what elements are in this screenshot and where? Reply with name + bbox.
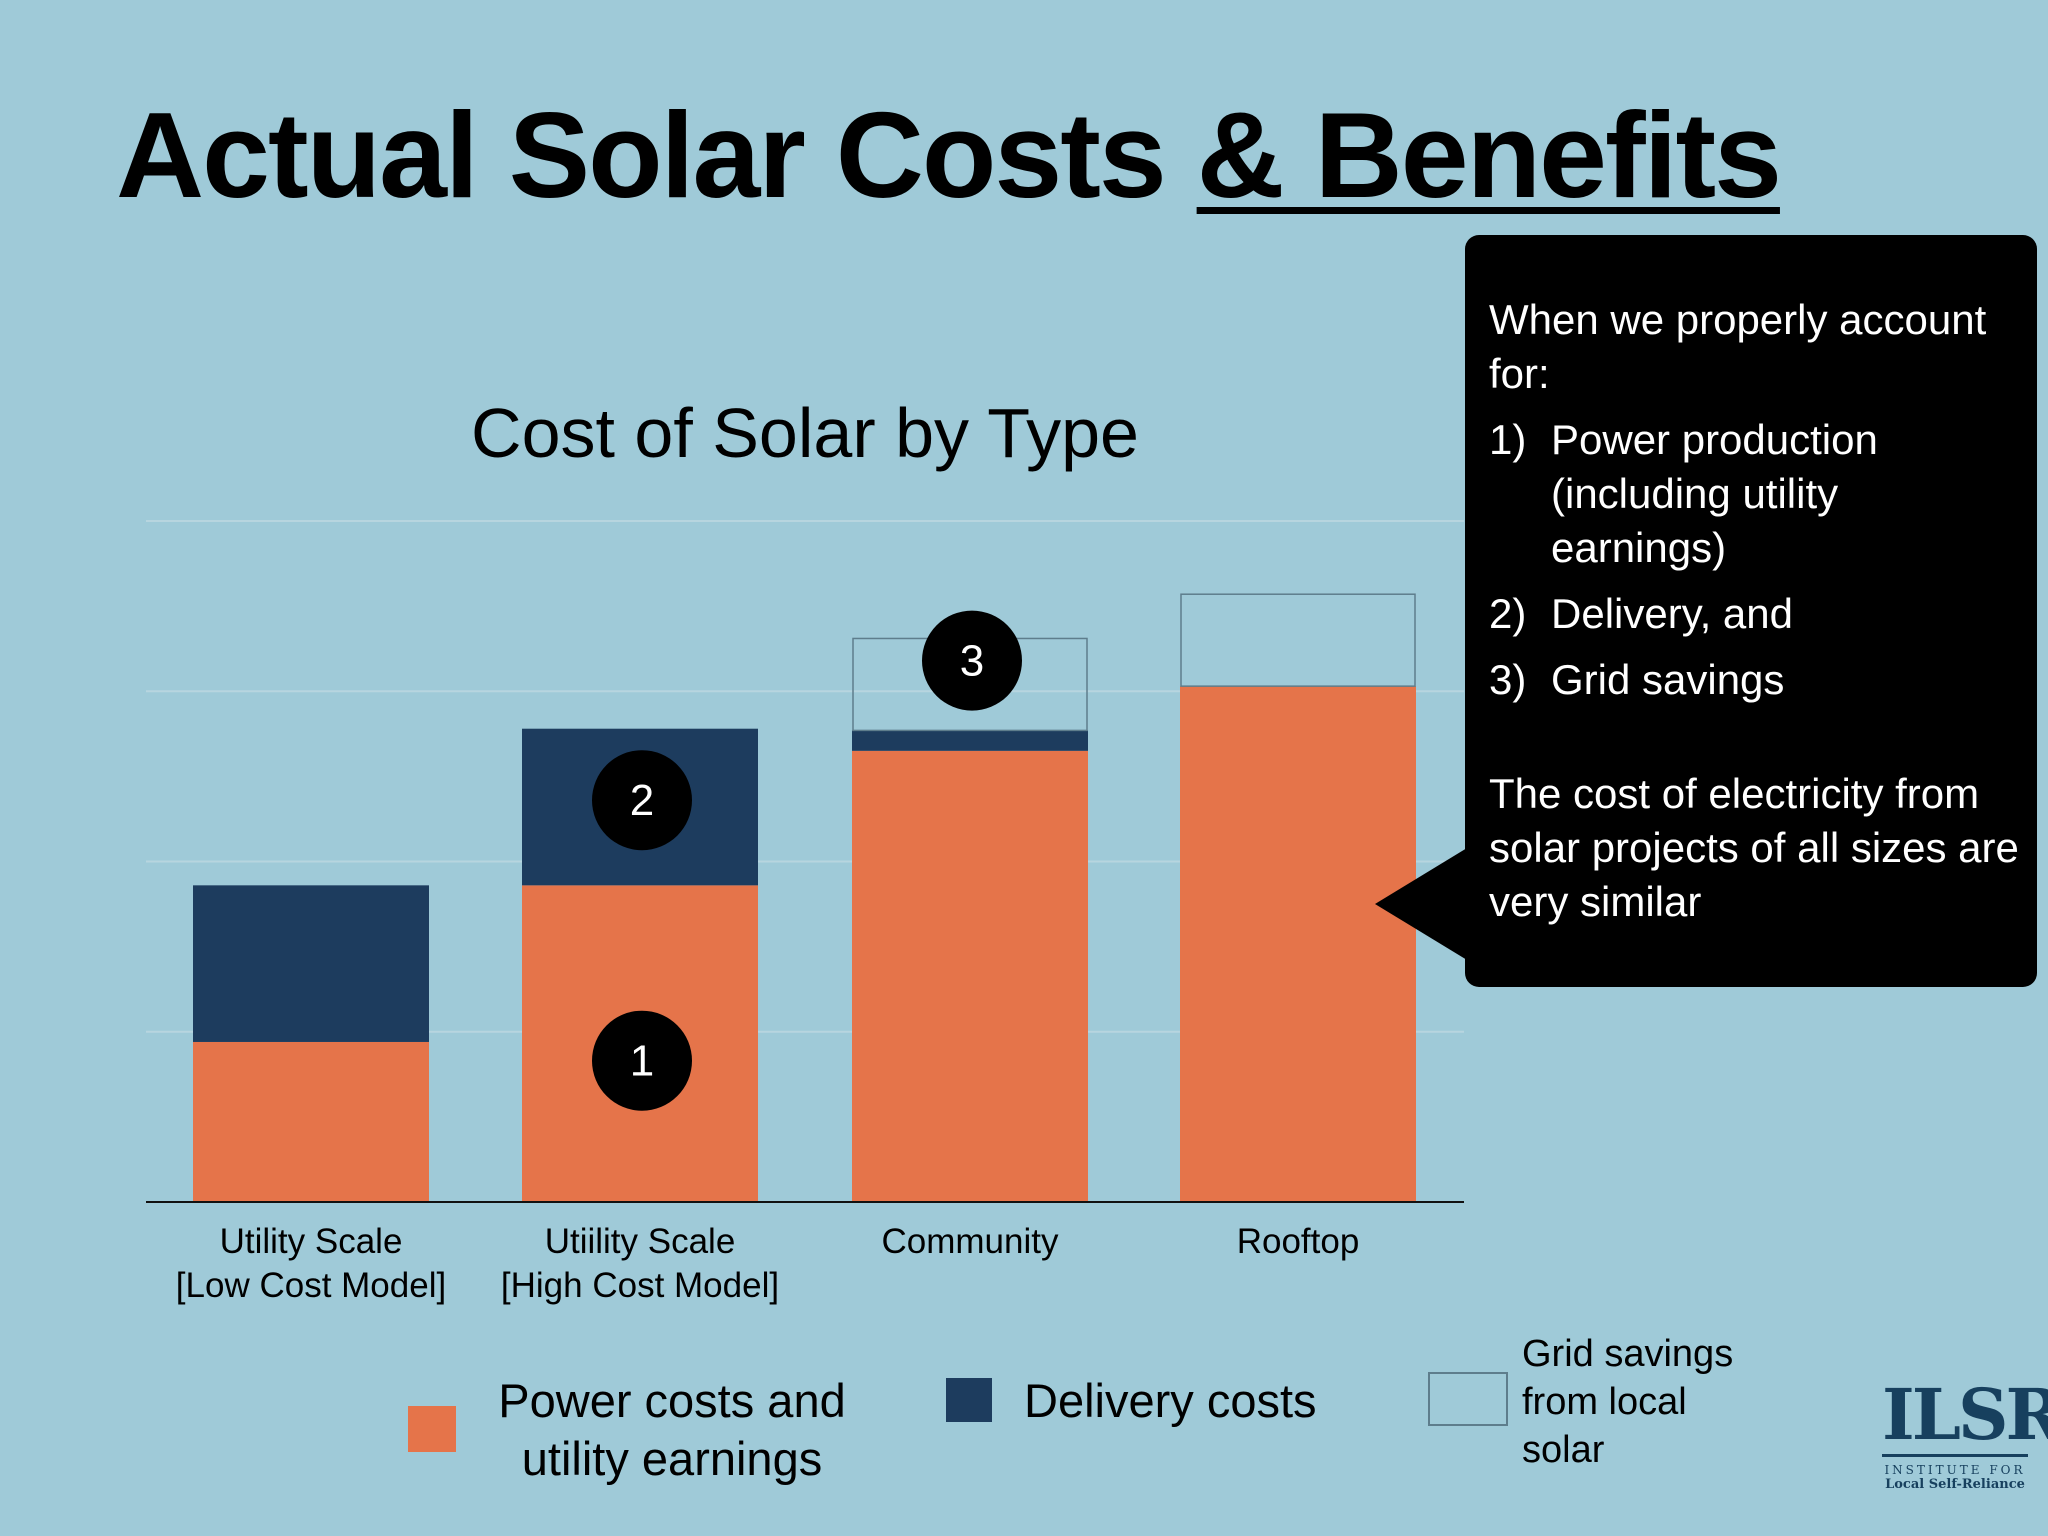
category-label-line: Utility Scale [219, 1222, 403, 1261]
legend-label-line: Power costs and [498, 1374, 846, 1427]
annotation-marker [592, 750, 692, 851]
callout-list: 1) Power production (including utility ea… [1489, 413, 2019, 707]
legend-swatch-grid-savings [1428, 1372, 1508, 1426]
callout-pointer [1375, 848, 1467, 960]
bar-segment [1180, 593, 1416, 687]
legend-label-delivery: Delivery costs [1024, 1374, 1317, 1427]
category-label-line: [Low Cost Model] [175, 1266, 447, 1305]
annotation-marker [592, 1010, 692, 1111]
annotation-label: 3 [960, 637, 984, 686]
legend-label-line: from local [1522, 1381, 1687, 1423]
callout-conclusion: The cost of electricity from solar proje… [1489, 770, 2019, 925]
legend-label-line: solar [1522, 1429, 1605, 1471]
chart-title: Cost of Solar by Type [471, 394, 1139, 472]
callout-item: 1) Power production (including utility ea… [1489, 413, 2019, 575]
legend-item-power: Power costs and utility earnings [408, 1372, 852, 1488]
category-label: Utiility Scale [High Cost Model] [475, 1220, 805, 1308]
legend-label-power: Power costs and utility earnings [492, 1372, 852, 1488]
legend-swatch-delivery [946, 1378, 992, 1422]
callout-item-number: 3) [1489, 656, 1527, 703]
category-label-line: [High Cost Model] [500, 1266, 780, 1305]
annotation-label: 1 [630, 1037, 654, 1086]
logo-subtitle-line2: Local Self-Reliance [1885, 1477, 2025, 1492]
category-label-line: Community [881, 1222, 1059, 1261]
bar-segment [852, 750, 1088, 1202]
annotation-label: 2 [630, 776, 654, 825]
ilsr-logo: ILSR INSTITUTE FOR Local Self-Reliance [1882, 1373, 2048, 1493]
callout-item-text: Power production (including utility earn… [1551, 416, 1878, 571]
logo-rule [1882, 1454, 2028, 1457]
category-label: Community [805, 1220, 1135, 1264]
callout-item-number: 1) [1489, 416, 1527, 463]
bar-segment [193, 885, 429, 1042]
slide-title: Actual Solar Costs & Benefits [116, 87, 1782, 223]
category-label: Utility Scale [Low Cost Model] [146, 1220, 476, 1308]
callout-item-number: 2) [1489, 590, 1527, 637]
bar-segment [852, 730, 1088, 751]
callout-item-text: Grid savings [1551, 656, 1785, 703]
legend-label-grid-savings: Grid savings from local solar [1522, 1330, 1733, 1474]
callout-item-text: Delivery, and [1551, 590, 1793, 637]
legend-label-line: utility earnings [521, 1432, 823, 1485]
category-label-line: Utiility Scale [544, 1222, 736, 1261]
callout-item: 2) Delivery, and [1489, 587, 2019, 641]
legend-label-line: Grid savings [1522, 1333, 1734, 1375]
bar-segment [193, 1041, 429, 1202]
legend-swatch-power [408, 1406, 456, 1452]
logo-mark: ILSR [1882, 1373, 2048, 1456]
annotation-marker [922, 610, 1022, 711]
category-label: Rooftop [1133, 1220, 1463, 1264]
legend-item-delivery: Delivery costs [946, 1372, 1317, 1430]
slide-title-emphasis: & Benefits [1196, 87, 1782, 223]
category-label-line: Rooftop [1236, 1222, 1360, 1261]
slide-title-main: Actual Solar Costs [116, 87, 1197, 223]
logo-subtitle-line1: INSTITUTE FOR [1884, 1463, 2026, 1477]
legend-item-grid-savings: Grid savings from local solar [1428, 1330, 1733, 1474]
callout-intro: When we properly account for: [1489, 296, 1987, 397]
callout-item: 3) Grid savings [1489, 653, 2019, 707]
chart-plot: 1 2 3 [146, 520, 1464, 1203]
callout-box: When we properly account for: 1) Power pr… [1465, 235, 2037, 987]
